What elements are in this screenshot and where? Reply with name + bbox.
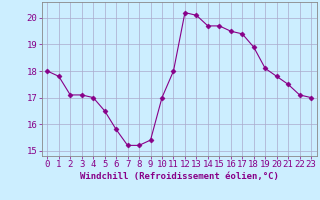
X-axis label: Windchill (Refroidissement éolien,°C): Windchill (Refroidissement éolien,°C) xyxy=(80,172,279,181)
